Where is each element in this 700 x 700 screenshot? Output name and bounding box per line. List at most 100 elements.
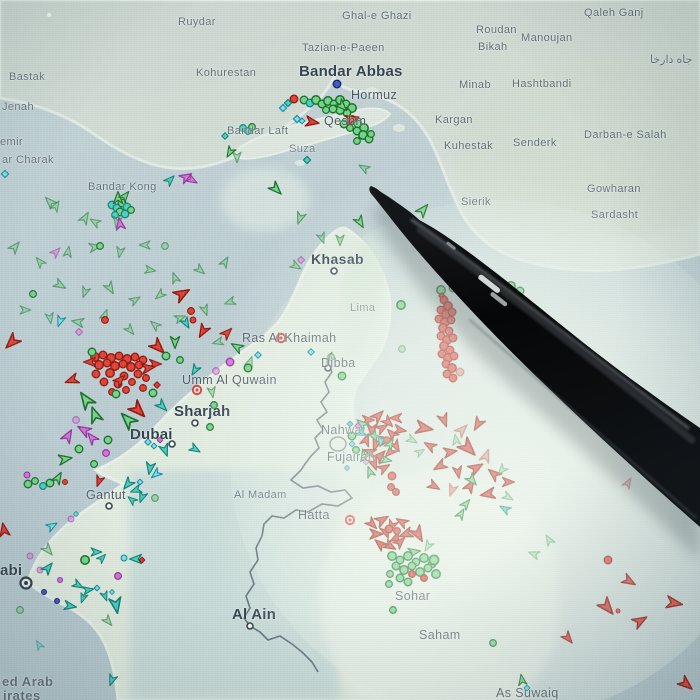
vessel-marker[interactable]	[560, 630, 576, 646]
vessel-marker[interactable]	[172, 285, 192, 304]
vessel-marker[interactable]	[136, 478, 144, 486]
vessel-marker[interactable]	[501, 476, 516, 488]
vessel-marker[interactable]	[52, 277, 68, 292]
vessel-marker[interactable]	[392, 488, 400, 496]
vessel-marker[interactable]	[278, 103, 288, 113]
vessel-marker[interactable]	[357, 161, 371, 175]
vessel-marker[interactable]	[44, 311, 55, 325]
vessel-marker[interactable]	[447, 307, 457, 317]
vessel-marker[interactable]	[367, 130, 375, 138]
vessel-marker[interactable]	[451, 465, 464, 480]
vessel-marker[interactable]	[436, 285, 446, 295]
vessel-marker[interactable]	[143, 264, 157, 275]
vessel-marker[interactable]	[153, 288, 167, 302]
vessel-marker[interactable]	[138, 240, 151, 250]
vessel-marker[interactable]	[395, 573, 405, 583]
vessel-marker[interactable]	[163, 173, 177, 187]
vessel-marker[interactable]	[153, 381, 161, 389]
vessel-marker[interactable]	[498, 502, 512, 516]
vessel-marker[interactable]	[88, 215, 102, 229]
vessel-marker[interactable]	[122, 386, 130, 394]
vessel-marker[interactable]	[206, 385, 217, 399]
vessel-marker[interactable]	[501, 490, 515, 504]
vessel-marker[interactable]	[407, 561, 417, 571]
vessel-marker[interactable]	[436, 411, 451, 429]
vessel-marker[interactable]	[393, 527, 401, 535]
vessel-marker[interactable]	[448, 333, 458, 343]
vessel-marker[interactable]	[337, 371, 347, 381]
vessel-marker[interactable]	[33, 639, 45, 652]
vessel-marker[interactable]	[148, 318, 162, 332]
town-marker[interactable]	[191, 419, 199, 427]
vessel-marker[interactable]	[348, 440, 356, 448]
vessel-marker[interactable]	[128, 293, 142, 307]
vessel-marker[interactable]	[431, 457, 449, 474]
vessel-marker[interactable]	[62, 479, 68, 485]
vessel-marker[interactable]	[102, 280, 117, 296]
vessel-marker[interactable]	[126, 362, 136, 372]
vessel-marker[interactable]	[446, 315, 456, 325]
vessel-marker[interactable]	[123, 323, 137, 338]
vessel-marker[interactable]	[386, 570, 394, 578]
vessel-marker[interactable]	[419, 553, 429, 563]
vessel-marker[interactable]	[176, 356, 184, 364]
vessel-marker[interactable]	[387, 551, 397, 561]
vessel-marker[interactable]	[96, 242, 104, 250]
vessel-marker[interactable]	[665, 595, 684, 610]
vessel-marker[interactable]	[335, 234, 345, 247]
vessel-marker[interactable]	[81, 585, 95, 596]
vessel-marker[interactable]	[23, 471, 31, 479]
vessel-marker[interactable]	[302, 155, 312, 165]
vessel-marker[interactable]	[41, 589, 47, 595]
vessel-marker[interactable]	[31, 477, 39, 485]
vessel-marker[interactable]	[315, 231, 327, 245]
vessel-marker[interactable]	[26, 552, 34, 560]
vessel-marker[interactable]	[169, 335, 181, 350]
vessel-marker[interactable]	[151, 494, 159, 502]
vessel-marker[interactable]	[101, 614, 115, 629]
vessel-marker[interactable]	[62, 245, 73, 259]
vessel-marker[interactable]	[142, 374, 150, 382]
vessel-marker[interactable]	[225, 357, 235, 367]
vessel-marker[interactable]	[398, 345, 406, 353]
vessel-marker[interactable]	[120, 554, 128, 562]
vessel-marker[interactable]	[86, 405, 104, 425]
vessel-marker[interactable]	[82, 356, 97, 368]
vessel-marker[interactable]	[90, 460, 98, 468]
vessel-marker[interactable]	[372, 536, 388, 552]
vessel-marker[interactable]	[57, 577, 63, 583]
vessel-marker[interactable]	[23, 479, 33, 489]
vessel-marker[interactable]	[596, 596, 618, 618]
vessel-marker[interactable]	[453, 421, 470, 439]
vessel-marker[interactable]	[111, 389, 121, 399]
vessel-marker[interactable]	[489, 639, 497, 647]
vessel-marker[interactable]	[74, 327, 84, 337]
vessel-marker[interactable]	[479, 486, 497, 500]
vessel-marker[interactable]	[527, 548, 541, 561]
vessel-marker[interactable]	[169, 271, 182, 285]
vessel-marker[interactable]	[94, 360, 104, 370]
vessel-marker[interactable]	[118, 359, 128, 369]
vessel-marker[interactable]	[289, 94, 299, 104]
vessel-marker[interactable]	[243, 363, 253, 373]
vessel-marker[interactable]	[448, 373, 458, 383]
vessel-marker[interactable]	[49, 245, 63, 259]
vessel-marker[interactable]	[394, 515, 410, 530]
vessel-marker[interactable]	[70, 316, 85, 329]
town-marker[interactable]	[246, 622, 254, 630]
vessel-marker[interactable]	[115, 245, 126, 259]
vessel-marker[interactable]	[127, 206, 135, 214]
vessel-marker[interactable]	[387, 471, 397, 481]
vessel-marker[interactable]	[403, 551, 413, 561]
vessel-marker[interactable]	[40, 542, 56, 558]
vessel-marker[interactable]	[542, 533, 556, 547]
vessel-marker[interactable]	[307, 348, 315, 356]
vessel-marker[interactable]	[0, 169, 10, 179]
vessel-marker[interactable]	[384, 524, 394, 534]
vessel-marker[interactable]	[444, 326, 454, 336]
vessel-marker[interactable]	[187, 307, 195, 315]
vessel-marker[interactable]	[40, 560, 56, 576]
vessel-marker[interactable]	[621, 476, 635, 490]
vessel-marker[interactable]	[470, 415, 487, 432]
vessel-marker[interactable]	[90, 547, 103, 557]
